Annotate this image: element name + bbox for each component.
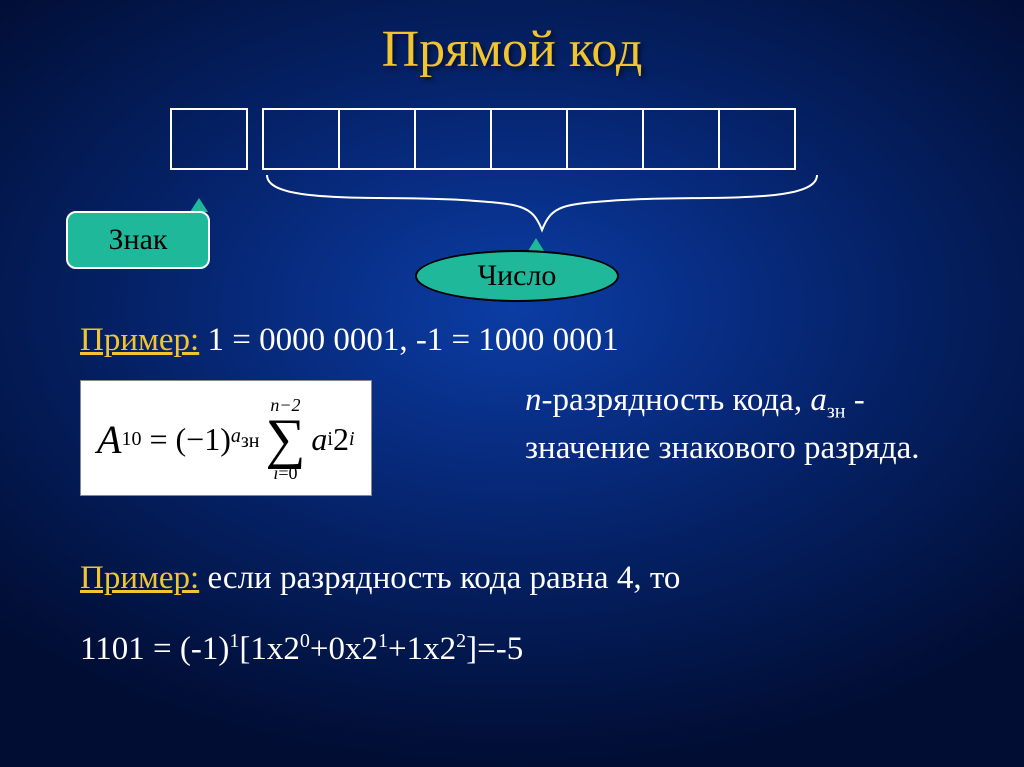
sign-callout: Знак (66, 211, 210, 269)
brace-icon (262, 170, 822, 240)
sigma-bot-eq: = (278, 463, 288, 483)
example-3: 1101 = (-1)1[1x20+0x21+1x22]=-5 (80, 630, 523, 668)
ex3-m1: [1x2 (239, 631, 300, 667)
formula-rparen: ) (220, 421, 231, 458)
bit-row (170, 108, 796, 170)
example-2-label: Пример: (80, 560, 199, 596)
ex3-pre: 1101 = (-1) (80, 631, 229, 667)
bit-cell (262, 108, 340, 170)
sign-callout-text: Знак (109, 223, 168, 257)
bit-cell-sign (170, 108, 248, 170)
bit-cell (642, 108, 720, 170)
sigma-symbol: ∑ (265, 414, 305, 464)
ex3-post: ]=-5 (466, 631, 523, 667)
bit-cell (490, 108, 568, 170)
formula-2: 2 (333, 421, 349, 458)
desc-a: a (810, 382, 827, 418)
formula-exp-a-sub: зн (241, 430, 260, 452)
desc-a-sub: зн (827, 401, 846, 423)
sigma-icon: n−2 ∑ i=0 (265, 396, 305, 482)
formula-eq: = (141, 421, 175, 458)
formula-A-sub: 10 (121, 428, 141, 451)
bit-cell (718, 108, 796, 170)
bit-cell (566, 108, 644, 170)
ex3-e1: 0 (300, 630, 310, 652)
ex3-e2: 1 (378, 630, 388, 652)
ex3-m2: +0x2 (310, 631, 378, 667)
sign-callout-tail (190, 198, 208, 212)
ex3-e3: 2 (456, 630, 466, 652)
sigma-bot-0: 0 (289, 463, 298, 483)
formula-2-sup: i (349, 428, 355, 451)
formula-A: A (97, 416, 121, 463)
bit-cell (338, 108, 416, 170)
example-2: Пример: если разрядность кода равна 4, т… (80, 560, 680, 597)
example-1-text: 1 = 0000 0001, -1 = 1000 0001 (199, 322, 618, 358)
formula-description: n-разрядность кода, aзн - значение знако… (525, 378, 965, 470)
desc-n: n (525, 382, 542, 418)
number-callout-tail (528, 238, 544, 251)
number-callout: Число (415, 250, 619, 302)
formula-neg1: −1 (186, 421, 220, 458)
desc-t1: -разрядность кода, (542, 382, 811, 418)
ex3-m3: +1x2 (388, 631, 456, 667)
formula-lparen: ( (175, 421, 186, 458)
example-1-label: Пример: (80, 322, 199, 358)
formula-a: a (311, 421, 327, 458)
formula-box: A10 = (−1)aзн n−2 ∑ i=0 ai2i (80, 380, 372, 496)
number-callout-text: Число (478, 259, 557, 293)
ex3-s1: 1 (229, 630, 239, 652)
bit-cell (414, 108, 492, 170)
formula-exp: aзн (231, 425, 260, 453)
example-1: Пример: 1 = 0000 0001, -1 = 1000 0001 (80, 322, 619, 359)
slide: Прямой код Знак Число Пример: 1 = 0000 0… (0, 0, 1024, 767)
slide-title: Прямой код (0, 20, 1024, 79)
formula-exp-a: a (231, 425, 241, 447)
example-2-text: если разрядность кода равна 4, то (199, 560, 680, 596)
